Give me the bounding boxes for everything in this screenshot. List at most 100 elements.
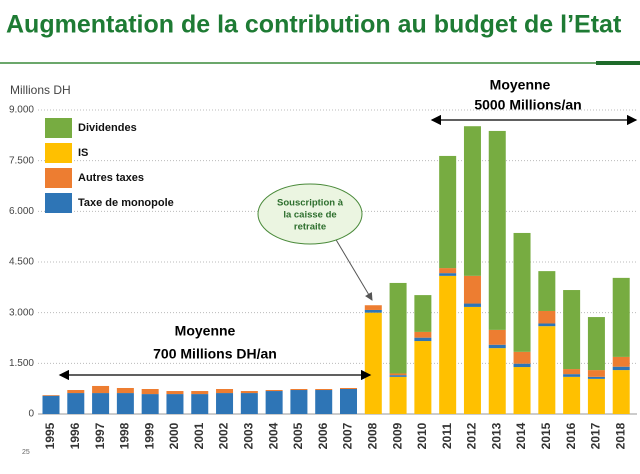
bar-segment <box>340 389 357 414</box>
bar-segment <box>42 395 60 414</box>
legend-swatch <box>45 193 72 213</box>
bar-segment <box>141 389 159 395</box>
bar-segment <box>587 317 605 371</box>
bar-segment <box>563 374 581 377</box>
bar-segment <box>216 389 234 394</box>
bar-segment <box>439 268 457 274</box>
bar-segment <box>488 348 506 414</box>
bar-segment <box>612 370 630 414</box>
x-tick-label: 2012 <box>465 422 479 449</box>
legend-swatch <box>45 168 72 188</box>
bar-segment <box>488 130 506 330</box>
x-tick-label: 2015 <box>539 422 553 449</box>
annotation: 5000 Millions/an <box>474 97 581 113</box>
bar-segment <box>612 277 630 357</box>
bar-segment <box>315 390 333 414</box>
x-tick-label: 1998 <box>118 422 132 449</box>
x-tick-label: 2002 <box>217 422 231 449</box>
bar-segment <box>538 271 556 311</box>
x-tick-label: 2007 <box>341 422 355 449</box>
callout-bubble <box>257 183 363 245</box>
y-tick-label: 3.000 <box>9 307 34 318</box>
legend: Dividendes IS Autres taxes Taxe de monopole <box>45 118 174 213</box>
annotation: Souscription à <box>277 198 344 209</box>
legend-label: IS <box>78 147 88 159</box>
bar-segment <box>488 344 506 349</box>
bar-segment <box>67 390 85 394</box>
x-tick-label: 2003 <box>242 422 256 449</box>
bar-segment <box>414 295 432 332</box>
x-tick-label: 1995 <box>43 422 57 449</box>
x-tick-label: 2014 <box>514 422 528 449</box>
x-tick-label: 2008 <box>365 422 379 449</box>
chart-title: Augmentation de la contribution au budge… <box>6 11 622 39</box>
bar-segment <box>315 389 333 391</box>
bar-segment <box>612 356 630 367</box>
bar-segment <box>116 387 134 394</box>
annotation: retraite <box>294 222 326 233</box>
annotation: Moyenne <box>490 77 551 93</box>
bar-segment <box>414 331 432 338</box>
bar-segment <box>364 309 382 313</box>
legend-swatch <box>45 118 72 138</box>
bar-segment <box>240 393 258 414</box>
x-tick-label: 2004 <box>266 422 280 449</box>
bar-segment <box>414 337 432 342</box>
annotation: la caisse de <box>283 210 336 221</box>
bar-segment <box>563 290 581 370</box>
annotation: 700 Millions DH/an <box>153 346 277 362</box>
y-tick-label: 6.000 <box>9 206 34 217</box>
bar-segment <box>290 390 308 414</box>
plot: 0 1.500 3.000 4.500 6.000 7.500 9.000 1995 1996 1… <box>9 105 637 449</box>
bar-segment <box>92 385 110 394</box>
x-tick-label: 2013 <box>489 422 503 449</box>
y-tick-label: 7.500 <box>9 155 34 166</box>
bar-segment <box>191 394 209 414</box>
annotation: Moyenne <box>175 323 236 339</box>
bar-segment <box>389 282 407 374</box>
x-tick-label: 1996 <box>68 422 82 449</box>
bar-segment <box>538 310 556 324</box>
bar-segment <box>587 370 605 377</box>
bar-segment <box>463 303 481 307</box>
bar-segment <box>240 391 258 394</box>
x-tick-label: 2009 <box>390 422 404 449</box>
callout-arrow <box>334 237 373 301</box>
bar-segment <box>439 275 457 414</box>
bar-segment <box>364 312 382 414</box>
legend-label: Dividendes <box>78 122 137 134</box>
bar-segment <box>141 394 159 414</box>
bar-segment <box>166 394 184 414</box>
bar-segment <box>587 378 605 414</box>
page-number: 25 <box>22 449 30 456</box>
bar-segment <box>538 326 556 414</box>
bar-segment <box>463 306 481 414</box>
bar-segment <box>538 323 556 327</box>
x-tick-label: 2018 <box>613 422 627 449</box>
bar-segment <box>463 275 481 304</box>
bar-segment <box>42 395 60 396</box>
legend-label: Taxe de monopole <box>78 197 174 209</box>
bar-segment <box>290 389 308 391</box>
x-tick-label: 1999 <box>142 422 156 449</box>
bar-segment <box>389 375 407 377</box>
bar-segment <box>612 366 630 371</box>
bar-segment <box>389 373 407 376</box>
bar-segment <box>265 391 283 414</box>
x-tick-label: 1997 <box>93 422 107 449</box>
bar-segment <box>439 273 457 276</box>
y-axis-label: Millions DH <box>10 83 71 97</box>
bar-segment <box>116 393 134 414</box>
y-tick-label: 4.500 <box>9 257 34 268</box>
x-tick-label: 2010 <box>415 422 429 449</box>
bar-segment <box>463 126 481 276</box>
legend-swatch <box>45 143 72 163</box>
y-tick-label: 1.500 <box>9 358 34 369</box>
x-tick-label: 2011 <box>440 423 454 449</box>
bar-segment <box>265 390 283 392</box>
bar-segment <box>340 387 357 390</box>
bar-segment <box>364 305 382 310</box>
bar-segment <box>513 351 531 364</box>
x-tick-label: 2006 <box>316 422 330 449</box>
